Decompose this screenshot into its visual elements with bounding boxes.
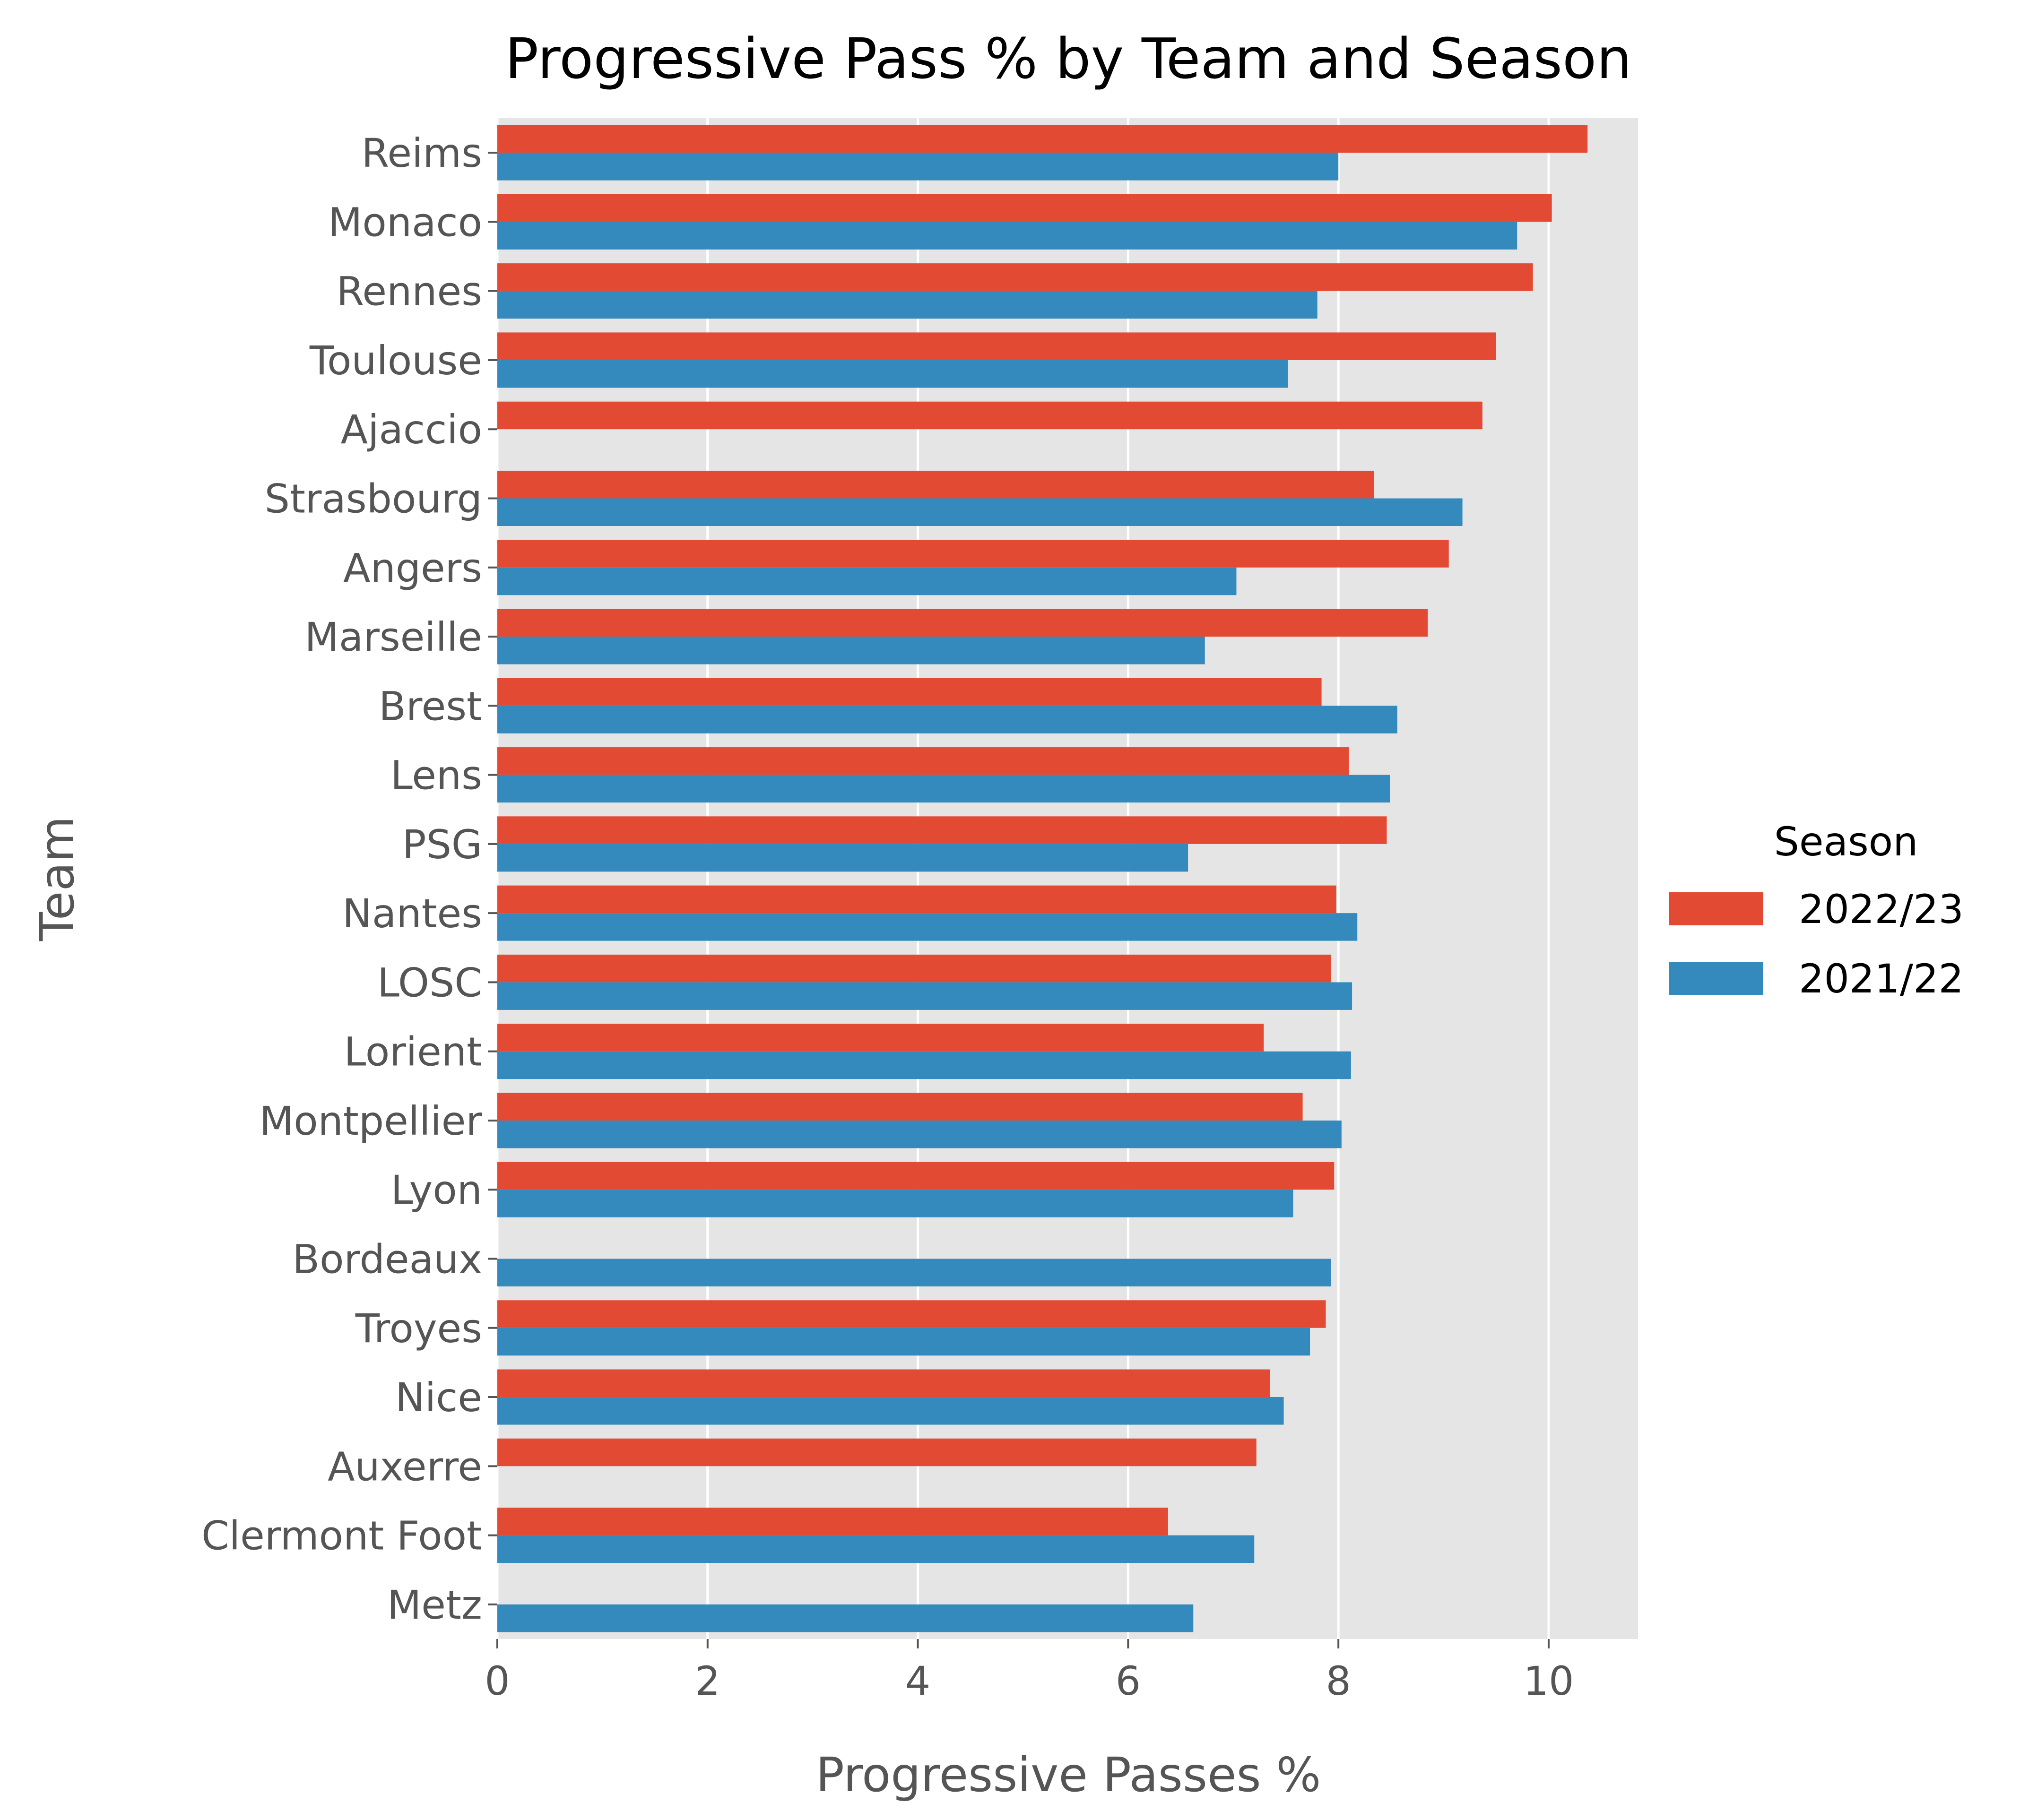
- bar: [497, 913, 1358, 941]
- bar: [497, 775, 1390, 803]
- bar: [497, 1397, 1284, 1425]
- x-tick-label: 2: [695, 1658, 720, 1704]
- bar: [497, 263, 1533, 291]
- y-tick-label: Troyes: [355, 1305, 482, 1352]
- y-tick-label: Lorient: [344, 1029, 482, 1075]
- y-tick-label: Angers: [343, 545, 482, 591]
- bar: [497, 1190, 1293, 1217]
- y-axis: Reims Monaco Rennes Toulouse Ajaccio Strasbou…: [201, 130, 497, 1628]
- bar: [497, 291, 1318, 319]
- x-tick-label: 10: [1524, 1658, 1574, 1704]
- bar: [497, 816, 1387, 844]
- y-tick-label: Ajaccio: [341, 406, 482, 453]
- bar: [497, 498, 1463, 526]
- bar: [497, 360, 1288, 388]
- y-tick-label: Bordeaux: [292, 1236, 482, 1283]
- legend-title: Season: [1774, 819, 1918, 865]
- bar: [497, 401, 1482, 430]
- x-axis-label: Progressive Passes %: [816, 1747, 1321, 1803]
- y-tick-label: Nantes: [342, 890, 482, 937]
- legend-label-2022-23: 2022/23: [1799, 886, 1964, 932]
- bar: [497, 1093, 1303, 1121]
- bar: [497, 1535, 1255, 1563]
- x-tick-label: 8: [1326, 1658, 1351, 1704]
- bar: [497, 332, 1496, 360]
- bar: [497, 747, 1349, 775]
- y-tick-label: Rennes: [337, 268, 482, 315]
- x-tick-label: 4: [905, 1658, 930, 1704]
- y-tick-label: Nice: [395, 1374, 482, 1421]
- bar: [497, 1604, 1194, 1632]
- y-tick-label: Marseille: [304, 614, 482, 660]
- x-tick-label: 0: [485, 1658, 510, 1704]
- bar: [497, 844, 1188, 872]
- bar: [497, 540, 1449, 568]
- legend: Season 2022/23 2021/22: [1669, 819, 1964, 1002]
- bar: [497, 470, 1374, 499]
- y-tick-label: Clermont Foot: [201, 1513, 482, 1559]
- chart-title: Progressive Pass % by Team and Season: [505, 26, 1632, 91]
- y-tick-label: Metz: [387, 1582, 482, 1628]
- bar: [497, 1438, 1257, 1466]
- bar: [497, 153, 1339, 181]
- bar: [497, 1259, 1331, 1287]
- bar: [497, 567, 1237, 595]
- bar: [497, 1300, 1326, 1328]
- bar: [497, 125, 1588, 153]
- y-tick-label: LOSC: [377, 959, 482, 1006]
- legend-swatch-2022-23: [1669, 892, 1763, 925]
- bar: [497, 954, 1331, 983]
- bar: [497, 637, 1205, 664]
- y-tick-label: Toulouse: [309, 337, 482, 384]
- bar: [497, 982, 1352, 1010]
- bar: [497, 706, 1397, 733]
- bar: [497, 609, 1428, 637]
- y-tick-label: Montpellier: [260, 1098, 483, 1144]
- bar: [497, 1051, 1351, 1079]
- y-tick-label: Strasbourg: [265, 476, 482, 522]
- bar: [497, 1508, 1168, 1535]
- y-tick-label: Lens: [390, 752, 482, 799]
- bars: [497, 125, 1588, 1632]
- bar: [497, 678, 1322, 706]
- bar: [497, 194, 1552, 222]
- legend-label-2021-22: 2021/22: [1799, 956, 1964, 1002]
- x-tick-label: 6: [1116, 1658, 1141, 1704]
- y-axis-label: Team: [29, 816, 85, 941]
- y-tick-label: Brest: [379, 683, 482, 729]
- y-tick-label: Lyon: [391, 1167, 482, 1213]
- y-tick-label: Reims: [362, 130, 482, 176]
- bar: [497, 1162, 1335, 1190]
- y-tick-label: Monaco: [328, 199, 482, 245]
- x-axis: 0 2 4 6 8 10: [485, 1639, 1574, 1704]
- bar: [497, 1120, 1342, 1148]
- bar: [497, 222, 1517, 250]
- legend-swatch-2021-22: [1669, 962, 1763, 995]
- bar: [497, 1369, 1270, 1397]
- bar: [497, 885, 1336, 914]
- bar: [497, 1024, 1264, 1052]
- bar: [497, 1328, 1310, 1356]
- y-tick-label: PSG: [402, 821, 482, 868]
- y-tick-label: Auxerre: [328, 1443, 482, 1490]
